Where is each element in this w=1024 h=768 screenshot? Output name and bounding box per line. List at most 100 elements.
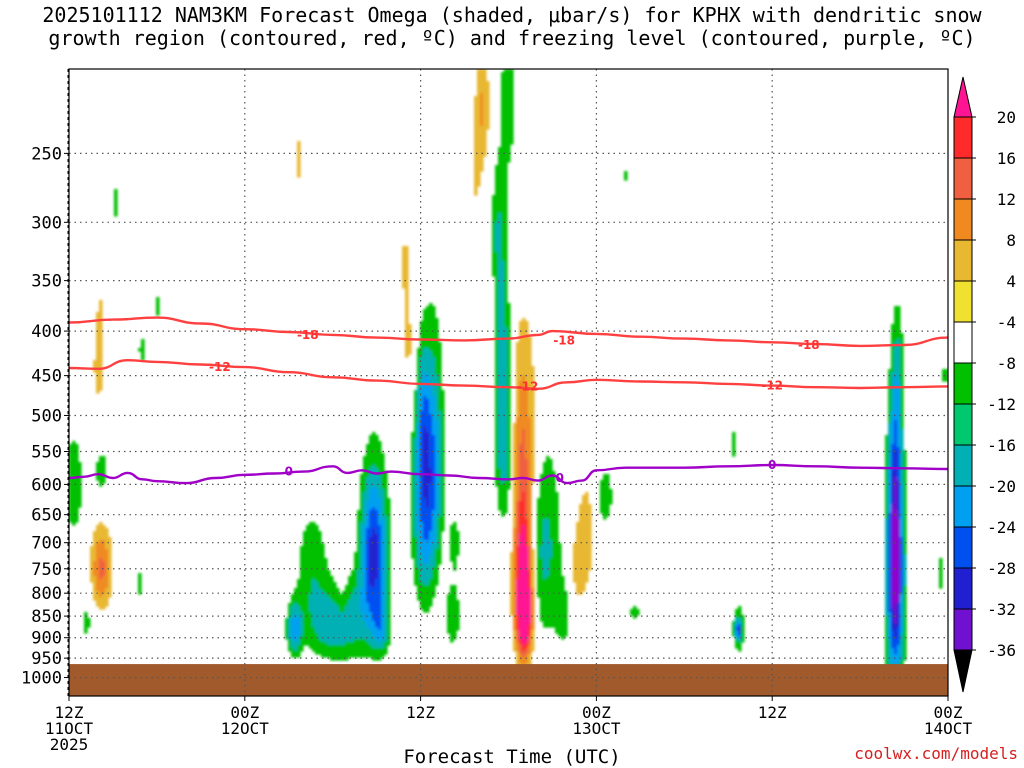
- omega-cell: [321, 561, 325, 565]
- omega-cell: [429, 315, 433, 319]
- omega-cell: [384, 543, 388, 547]
- omega-cell: [423, 534, 427, 538]
- omega-cell: [90, 573, 94, 577]
- omega-cell: [309, 543, 313, 547]
- omega-cell: [351, 603, 355, 607]
- omega-cell: [372, 534, 376, 538]
- omega-cell: [888, 387, 892, 391]
- omega-cell: [531, 384, 535, 388]
- omega-cell: [897, 429, 901, 433]
- omega-cell: [333, 582, 337, 586]
- omega-cell: [312, 525, 316, 529]
- omega-cell: [546, 606, 550, 610]
- omega-cell: [549, 528, 553, 532]
- omega-cell: [429, 363, 433, 367]
- omega-cell: [504, 180, 508, 184]
- omega-cell: [429, 423, 433, 427]
- omega-cell: [435, 327, 439, 331]
- omega-cell: [543, 552, 547, 556]
- omega-cell: [384, 507, 388, 511]
- omega-cell: [894, 609, 898, 613]
- omega-cell: [426, 420, 430, 424]
- omega-cell: [96, 312, 100, 316]
- omega-cell: [375, 594, 379, 598]
- omega-cell: [486, 120, 490, 124]
- omega-cell: [525, 534, 529, 538]
- omega-cell: [417, 393, 421, 397]
- omega-cell: [498, 486, 502, 490]
- omega-cell: [549, 594, 553, 598]
- omega-cell: [549, 531, 553, 535]
- omega-cell: [525, 588, 529, 592]
- omega-cell: [402, 273, 406, 277]
- omega-cell: [522, 381, 526, 385]
- omega-cell: [381, 492, 385, 496]
- omega-cell: [894, 477, 898, 481]
- omega-cell: [552, 531, 556, 535]
- omega-cell: [372, 609, 376, 613]
- omega-cell: [552, 510, 556, 514]
- omega-cell: [435, 399, 439, 403]
- omega-cell: [585, 561, 589, 565]
- omega-cell: [582, 507, 586, 511]
- omega-cell: [480, 123, 484, 127]
- omega-cell: [525, 576, 529, 580]
- omega-cell: [519, 468, 523, 472]
- omega-cell: [504, 315, 508, 319]
- omega-cell: [426, 327, 430, 331]
- omega-cell: [576, 558, 580, 562]
- omega-cell: [498, 444, 502, 448]
- omega-cell: [72, 459, 76, 463]
- omega-cell: [105, 579, 109, 583]
- omega-cell: [501, 189, 505, 193]
- omega-cell: [432, 576, 436, 580]
- omega-cell: [501, 381, 505, 385]
- omega-cell: [438, 366, 442, 370]
- omega-cell: [885, 456, 889, 460]
- omega-cell: [426, 606, 430, 610]
- omega-cell: [900, 462, 904, 466]
- omega-cell: [432, 459, 436, 463]
- omega-cell: [426, 438, 430, 442]
- omega-cell: [501, 126, 505, 130]
- omega-cell: [423, 357, 427, 361]
- omega-cell: [897, 597, 901, 601]
- omega-cell: [294, 600, 298, 604]
- omega-cell: [603, 507, 607, 511]
- omega-cell: [504, 471, 508, 475]
- omega-cell: [435, 426, 439, 430]
- omega-cell: [495, 372, 499, 376]
- omega-cell: [417, 561, 421, 565]
- omega-cell: [507, 315, 511, 319]
- omega-cell: [501, 372, 505, 376]
- omega-cell: [528, 399, 532, 403]
- omega-cell: [501, 240, 505, 244]
- omega-cell: [900, 474, 904, 478]
- omega-cell: [510, 576, 514, 580]
- omega-cell: [558, 570, 562, 574]
- omega-cell: [324, 564, 328, 568]
- omega-cell: [519, 465, 523, 469]
- omega-cell: [897, 510, 901, 514]
- omega-cell: [507, 120, 511, 124]
- omega-cell: [366, 486, 370, 490]
- omega-cell: [516, 519, 520, 523]
- omega-cell: [351, 588, 355, 592]
- omega-cell: [99, 462, 103, 466]
- omega-cell: [99, 354, 103, 358]
- omega-cell: [525, 399, 529, 403]
- omega-cell: [543, 516, 547, 520]
- omega-cell: [318, 564, 322, 568]
- omega-cell: [522, 324, 526, 328]
- omega-cell: [378, 594, 382, 598]
- omega-cell: [903, 555, 907, 559]
- omega-cell: [549, 483, 553, 487]
- omega-cell: [423, 579, 427, 583]
- omega-cell: [519, 324, 523, 328]
- omega-cell: [441, 516, 445, 520]
- omega-cell: [897, 384, 901, 388]
- omega-cell: [300, 546, 304, 550]
- omega-cell: [378, 573, 382, 577]
- omega-cell: [93, 558, 97, 562]
- omega-cell: [441, 510, 445, 514]
